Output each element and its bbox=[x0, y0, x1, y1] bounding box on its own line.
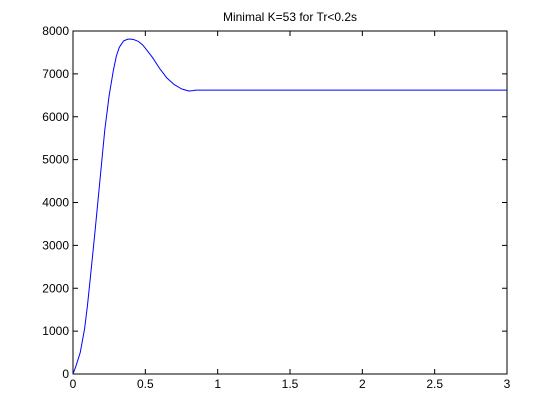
y-tick-label: 4000 bbox=[42, 196, 69, 210]
series-line bbox=[72, 38, 507, 375]
x-tick-label: 0 bbox=[70, 377, 77, 391]
x-tick-label: 2 bbox=[359, 377, 366, 391]
y-tick-label: 8000 bbox=[42, 24, 69, 38]
y-tick-label: 1000 bbox=[42, 324, 69, 338]
y-tick-label: 0 bbox=[62, 367, 69, 381]
y-tick-label: 7000 bbox=[42, 67, 69, 81]
y-tick-label: 3000 bbox=[42, 238, 69, 252]
y-axis: 0 1000 2000 3000 4000 5000 6000 7000 8000 bbox=[42, 24, 507, 381]
chart-title: Minimal K=53 for Tr<0.2s bbox=[223, 10, 357, 24]
x-tick-label: 3 bbox=[504, 377, 511, 391]
x-tick-label: 1 bbox=[214, 377, 221, 391]
x-axis: 0 0.5 1 1.5 2 2.5 3 bbox=[70, 31, 511, 391]
x-tick-label: 0.5 bbox=[137, 377, 154, 391]
series-layer bbox=[72, 38, 507, 375]
y-tick-label: 5000 bbox=[42, 153, 69, 167]
x-tick-label: 2.5 bbox=[426, 377, 443, 391]
y-tick-label: 6000 bbox=[42, 110, 69, 124]
y-tick-label: 2000 bbox=[42, 281, 69, 295]
axes-box bbox=[72, 30, 508, 375]
x-tick-label: 1.5 bbox=[282, 377, 299, 391]
